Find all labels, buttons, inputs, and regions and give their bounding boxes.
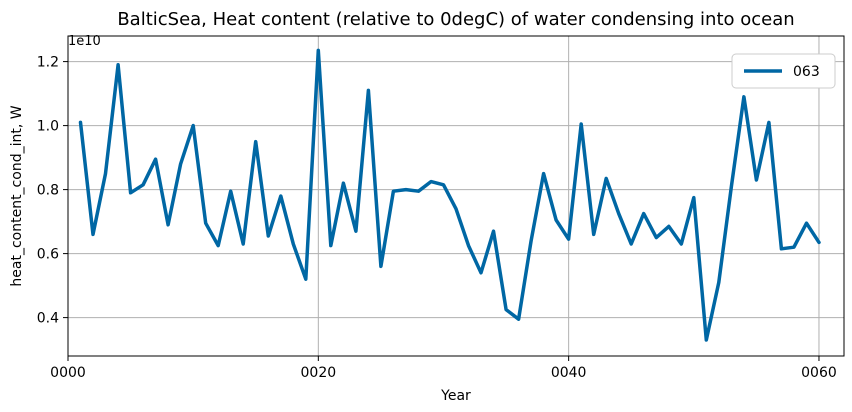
x-tick-label: 0020 [301,365,337,381]
grid-lines [67,36,844,356]
legend-box [731,53,836,89]
y-tick-label: 0.8 [37,183,59,199]
x-axis-label: Year [440,388,471,404]
x-tick-label: 0040 [551,365,587,381]
plot-area-frame [67,35,845,357]
series-line-063 [78,48,821,342]
x-tick-label: 0000 [50,365,86,381]
y-tick-label: 0.6 [37,247,59,263]
y-axis-label: heat_content_cond_int, W [9,105,25,286]
x-axis: 0000 0020 0040 0060 [50,356,837,381]
legend-label: 063 [793,64,820,80]
y-tick-label: 0.4 [37,311,59,327]
y-axis: 0.4 0.6 0.8 1.0 1.2 [37,55,68,327]
y-tick-label: 1.0 [37,119,59,135]
chart-title: BalticSea, Heat content (relative to 0de… [117,9,794,30]
y-tick-label: 1.2 [37,55,59,71]
y-offset-label: 1e10 [68,34,101,49]
legend: 063 [731,53,836,89]
x-tick-label: 0060 [801,365,837,381]
